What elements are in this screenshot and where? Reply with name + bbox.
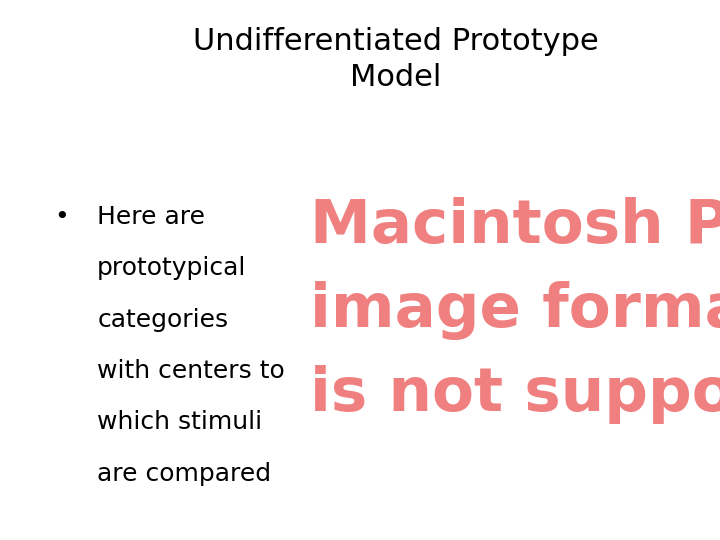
Text: Here are: Here are [97, 205, 205, 229]
Text: are compared: are compared [97, 462, 271, 485]
Text: image format: image format [310, 281, 720, 340]
Text: Macintosh PICT: Macintosh PICT [310, 197, 720, 256]
Text: with centers to: with centers to [97, 359, 285, 383]
Text: is not supported: is not supported [310, 364, 720, 423]
Text: •: • [54, 205, 68, 229]
Text: categories: categories [97, 308, 228, 332]
Text: which stimuli: which stimuli [97, 410, 262, 434]
Text: Undifferentiated Prototype
Model: Undifferentiated Prototype Model [193, 27, 599, 92]
Text: prototypical: prototypical [97, 256, 246, 280]
